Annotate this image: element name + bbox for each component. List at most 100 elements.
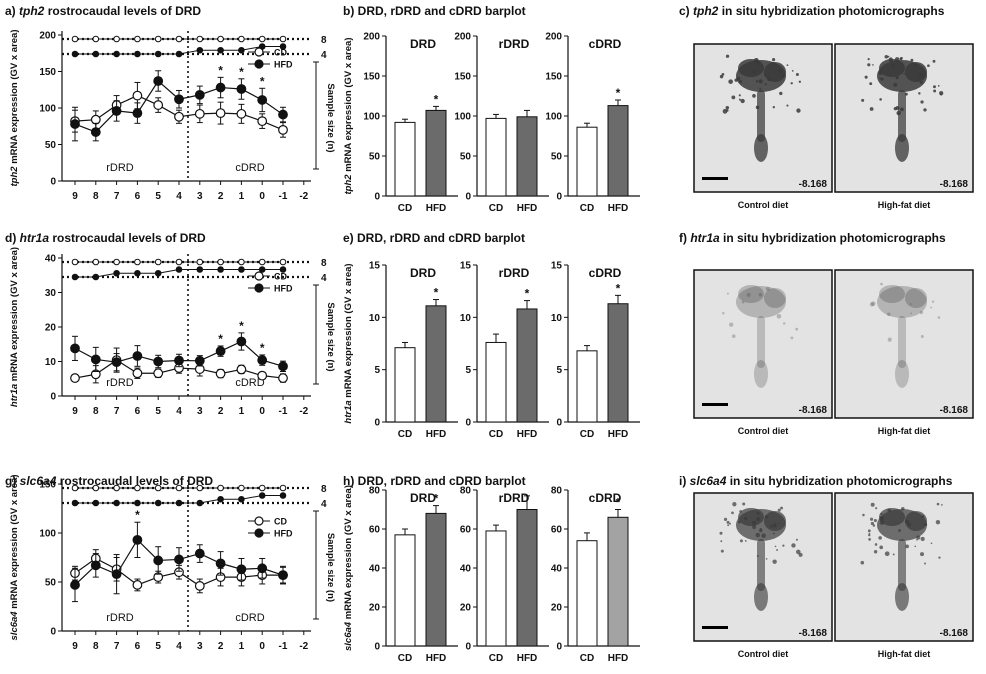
y-tick-label: 150 <box>39 67 56 78</box>
stain-speckle <box>923 108 927 112</box>
photo-frame <box>693 269 833 419</box>
n-series-point <box>113 50 120 58</box>
stain-speckle <box>774 545 777 548</box>
significance-star: * <box>434 492 439 506</box>
y-tick-label: 20 <box>369 603 381 614</box>
data-point <box>278 109 288 120</box>
n-series-point <box>238 46 245 54</box>
stain-speckle <box>869 517 874 521</box>
stain-speckle <box>874 543 878 546</box>
series-hfd <box>70 70 288 142</box>
photo-caption: High-fat diet <box>878 649 931 659</box>
data-point <box>194 355 205 366</box>
stain-speckle <box>758 292 763 297</box>
significance-star: * <box>260 74 265 88</box>
n-series-point <box>134 499 141 507</box>
data-point <box>236 336 247 347</box>
stain-speckle <box>879 77 881 80</box>
region-label: cDRD <box>235 162 264 174</box>
data-point <box>257 116 268 127</box>
x-tick-label: 7 <box>114 191 120 202</box>
bar-hfd <box>607 516 629 647</box>
bar-hfd <box>607 105 629 197</box>
data-point <box>153 76 164 86</box>
stain-speckle <box>899 57 903 61</box>
bar-hfd <box>516 509 538 647</box>
stain-speckle <box>739 539 743 543</box>
significance-star: * <box>135 508 140 522</box>
n-series-point <box>258 258 266 266</box>
bar-subpanel-rdrd: 0 50 100 150 200 rDRD CD HFD <box>454 32 549 214</box>
data-point <box>215 368 226 379</box>
y-axis-label-part: mRNA expression (GV x area) <box>343 38 354 175</box>
stain-speckle <box>920 100 924 104</box>
y-tick-label: 5 <box>374 365 380 376</box>
scale-bar <box>702 177 728 180</box>
stain-speckle <box>924 523 928 526</box>
n-series-point <box>217 35 224 43</box>
y-tick-label: 0 <box>374 192 380 203</box>
stain-speckle <box>731 95 736 100</box>
stain-speckle <box>904 92 908 96</box>
stain-speckle <box>791 543 796 548</box>
x-tick-label: 7 <box>114 641 120 652</box>
stain-speckle <box>740 98 745 104</box>
stain-speckle <box>719 74 724 79</box>
stain-speckle <box>726 520 730 524</box>
legend-label: CD <box>274 517 287 527</box>
x-tick-label: HFD <box>517 429 538 440</box>
bar-hfd <box>425 305 447 423</box>
data-point <box>257 355 268 366</box>
stain-speckle <box>939 90 944 96</box>
x-tick-label: 2 <box>218 406 224 417</box>
stain-speckle <box>759 528 763 533</box>
n-series-point <box>134 258 141 266</box>
stain-speckle <box>752 94 756 98</box>
stain-speckle <box>767 77 772 82</box>
x-tick-label: 5 <box>155 191 161 202</box>
stain-speckle <box>936 502 940 506</box>
bar-cd <box>394 347 416 423</box>
stain-speckle <box>782 322 786 325</box>
n-series-point <box>196 499 204 507</box>
y-axis-label-part: mRNA expression (GV x area) <box>343 485 354 622</box>
panel-title: d) htr1a rostrocaudal levels of DRD <box>5 231 206 245</box>
panel-title: e) DRD, rDRD and cDRD barplot <box>343 231 525 245</box>
n-series-point <box>279 266 287 273</box>
n-series-point <box>279 492 287 499</box>
n-series-point <box>134 50 141 58</box>
x-tick-label: 9 <box>72 406 78 417</box>
series-hfd <box>70 332 288 373</box>
stain-speckle <box>916 535 921 540</box>
photo-control: -8.168 Control diet <box>693 269 833 436</box>
stain-speckle <box>871 301 876 306</box>
stain-speckle <box>940 93 943 96</box>
y-tick-label: 10 <box>460 313 472 324</box>
y-axis-label-part: mRNA expression (GV x area) <box>9 247 20 384</box>
n-series-point <box>71 484 79 492</box>
level-label: -8.168 <box>940 628 969 639</box>
data-point <box>153 100 164 110</box>
panel-title-part: g) <box>5 474 20 488</box>
n-series-point <box>238 35 245 43</box>
photo-caption: Control diet <box>738 649 789 659</box>
panel-title-part: slc6a4 <box>20 474 57 488</box>
y-tick-label: 0 <box>556 642 562 653</box>
y-tick-label: 80 <box>369 486 381 497</box>
y-axis-label-part: slc6a4 <box>343 621 354 651</box>
stain-speckle <box>898 529 901 532</box>
stain-speckle <box>764 515 769 519</box>
stain-speckle <box>744 516 748 521</box>
y-tick-label: 150 <box>363 72 380 83</box>
stain-speckle <box>887 312 891 317</box>
stain-speckle <box>772 559 777 564</box>
y-tick-label: 80 <box>460 486 472 497</box>
stain-speckle <box>770 524 773 528</box>
stain-speckle <box>772 106 775 109</box>
panel-title-part: f) <box>679 231 690 245</box>
bar-subpanel-drd: 0 20 40 60 80 DRD CD HFD * <box>369 486 458 664</box>
x-tick-label: 8 <box>93 191 99 202</box>
y-axis-label-part: htr1a <box>343 400 354 423</box>
n-tick-label: 8 <box>321 484 327 495</box>
stain-speckle <box>915 63 918 67</box>
